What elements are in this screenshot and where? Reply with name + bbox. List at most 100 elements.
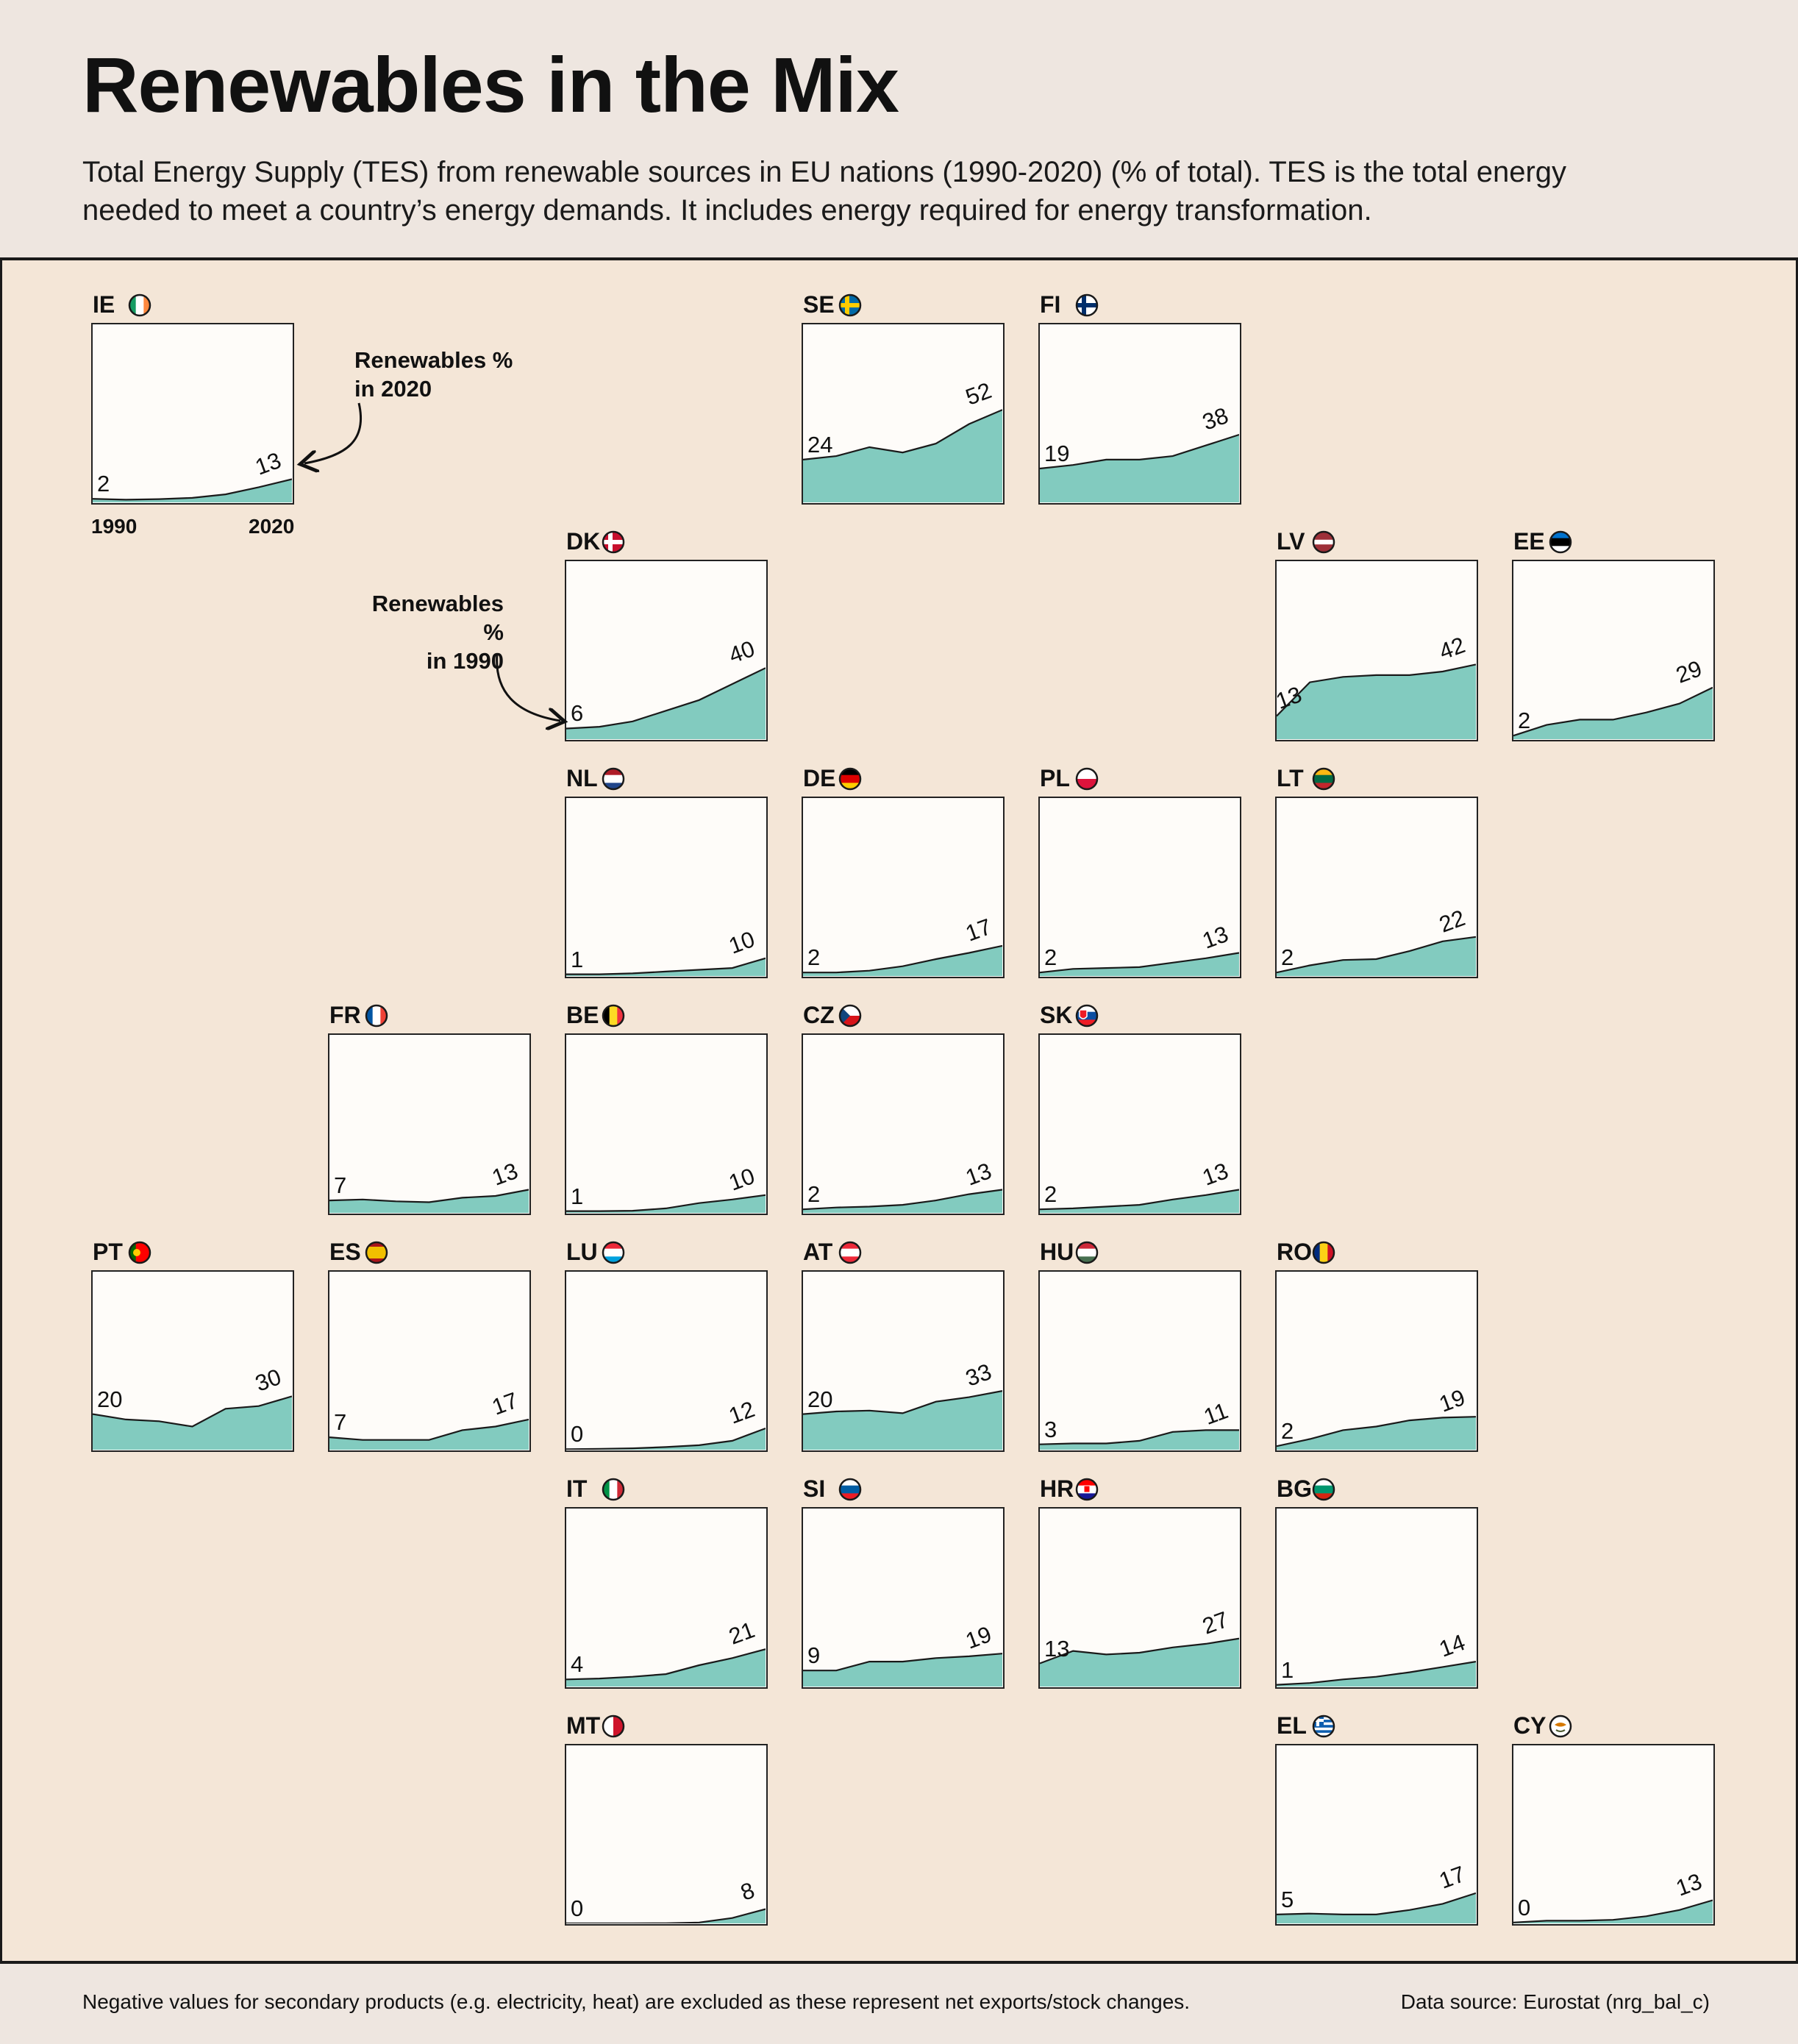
- renewables-line: [803, 1390, 1002, 1415]
- sparkline-svg: [803, 1653, 1002, 1687]
- country-code-label: LU: [566, 1239, 598, 1265]
- country-code-label: DK: [566, 528, 601, 555]
- header: Renewables in the Mix Total Energy Suppl…: [0, 0, 1798, 260]
- value-1990-label: 0: [1518, 1894, 1531, 1920]
- country-panel-cz: CZ 2 13: [802, 1002, 1007, 1222]
- sparkline-svg: [1277, 1661, 1476, 1687]
- sparkline-svg: [1277, 1892, 1476, 1923]
- renewables-area: [1277, 936, 1476, 976]
- country-code-label: PT: [93, 1239, 123, 1265]
- value-1990-label: 2: [1281, 944, 1294, 971]
- sparkline-panel: 20 30: [91, 1270, 294, 1452]
- sparkline-panel: 0 12: [565, 1270, 768, 1452]
- annotation-line: in 2020: [354, 376, 432, 402]
- finland-flag-icon: [1075, 293, 1099, 317]
- country-panel-hu: HU 3 11: [1038, 1239, 1244, 1459]
- greece-flag-icon: [1312, 1714, 1335, 1738]
- renewables-line: [329, 1189, 529, 1203]
- renewables-line: [93, 1395, 292, 1428]
- sparkline-svg: [1040, 1637, 1239, 1687]
- renewables-line: [566, 1648, 766, 1681]
- czechia-flag-icon: [838, 1004, 862, 1028]
- sparkline-svg: [93, 478, 292, 502]
- country-panel-nl: NL 1 10: [565, 765, 771, 986]
- country-panel-ee: EE 2 29: [1512, 528, 1718, 749]
- country-panel-hr: HR 13 27: [1038, 1475, 1244, 1696]
- value-1990-label: 1: [571, 1183, 584, 1209]
- annotation-renewables-2020: Renewables % in 2020: [354, 346, 513, 403]
- renewables-line: [566, 1908, 766, 1923]
- lithuania-flag-icon: [1312, 767, 1335, 791]
- sparkline-panel: 9 19: [802, 1507, 1005, 1689]
- sparkline-svg: [803, 409, 1002, 502]
- sparkline-svg: [566, 1648, 766, 1687]
- sparkline-svg: [1040, 433, 1239, 502]
- sparkline-svg: [566, 957, 766, 976]
- country-panel-mt: MT 0 8: [565, 1712, 771, 1933]
- renewables-area: [1513, 687, 1713, 739]
- sparkline-panel: 1 10: [565, 797, 768, 978]
- chart-subtitle: Total Energy Supply (TES) from renewable…: [82, 156, 1567, 227]
- sparkline-panel: 3 11: [1038, 1270, 1241, 1452]
- renewables-area: [1513, 1900, 1713, 1923]
- renewables-line: [566, 1427, 766, 1450]
- x-axis-start-year: 1990: [91, 515, 138, 538]
- renewables-line: [803, 1653, 1002, 1672]
- renewables-line: [566, 957, 766, 975]
- country-panel-lt: LT 2 22: [1275, 765, 1481, 986]
- value-1990-label: 7: [334, 1409, 347, 1436]
- country-code-label: DE: [803, 765, 836, 791]
- country-panel-dk: DK 6 40: [565, 528, 771, 749]
- country-code-label: ES: [329, 1239, 361, 1265]
- value-1990-label: 19: [1044, 441, 1070, 467]
- luxembourg-flag-icon: [602, 1241, 625, 1264]
- annotation-line: in 1990: [426, 648, 504, 674]
- sparkline-panel: 2 13: [1038, 1033, 1241, 1215]
- renewables-area: [566, 1649, 766, 1687]
- renewables-line: [1040, 1189, 1239, 1211]
- country-panel-at: AT 20 33: [802, 1239, 1007, 1459]
- value-1990-label: 6: [571, 700, 584, 727]
- sweden-flag-icon: [838, 293, 862, 317]
- latvia-flag-icon: [1312, 530, 1335, 554]
- country-code-label: MT: [566, 1712, 601, 1739]
- slovakia-flag-icon: [1075, 1004, 1099, 1028]
- sparkline-svg: [803, 1189, 1002, 1213]
- renewables-line: [566, 1194, 766, 1212]
- renewables-line: [566, 667, 766, 730]
- renewables-area: [1040, 952, 1239, 976]
- renewables-area: [329, 1419, 529, 1450]
- austria-flag-icon: [838, 1241, 862, 1264]
- sparkline-svg: [566, 1427, 766, 1450]
- sparkline-svg: [1513, 686, 1713, 739]
- denmark-flag-icon: [602, 530, 625, 554]
- sparkline-svg: [1277, 1416, 1476, 1450]
- renewables-line: [1277, 1892, 1476, 1915]
- sparkline-svg: [329, 1189, 529, 1213]
- renewables-line: [1040, 433, 1239, 470]
- annotation-line: Renewables %: [354, 347, 513, 373]
- value-1990-label: 2: [807, 944, 821, 971]
- value-1990-label: 3: [1044, 1416, 1057, 1442]
- renewables-area: [566, 1428, 766, 1450]
- footnote: Negative values for secondary products (…: [82, 1990, 1191, 2013]
- sparkline-svg: [1277, 663, 1476, 739]
- country-code-label: CZ: [803, 1002, 835, 1028]
- france-flag-icon: [365, 1004, 388, 1028]
- annotation-renewables-1990: Renewables % in 1990: [346, 589, 504, 675]
- bulgaria-flag-icon: [1312, 1478, 1335, 1501]
- renewables-area: [1277, 1417, 1476, 1450]
- renewables-line: [329, 1418, 529, 1441]
- renewables-area: [803, 945, 1002, 976]
- sparkline-panel: 2 13: [1038, 797, 1241, 978]
- value-1990-label: 20: [97, 1386, 123, 1412]
- croatia-flag-icon: [1075, 1478, 1099, 1501]
- country-code-label: NL: [566, 765, 598, 791]
- country-panel-sk: SK 2 13: [1038, 1002, 1244, 1222]
- country-panel-si: SI 9 19: [802, 1475, 1007, 1696]
- sparkline-panel: 20 33: [802, 1270, 1005, 1452]
- country-panel-es: ES 7 17: [328, 1239, 534, 1459]
- country-code-label: SE: [803, 291, 835, 318]
- renewables-area: [566, 1194, 766, 1213]
